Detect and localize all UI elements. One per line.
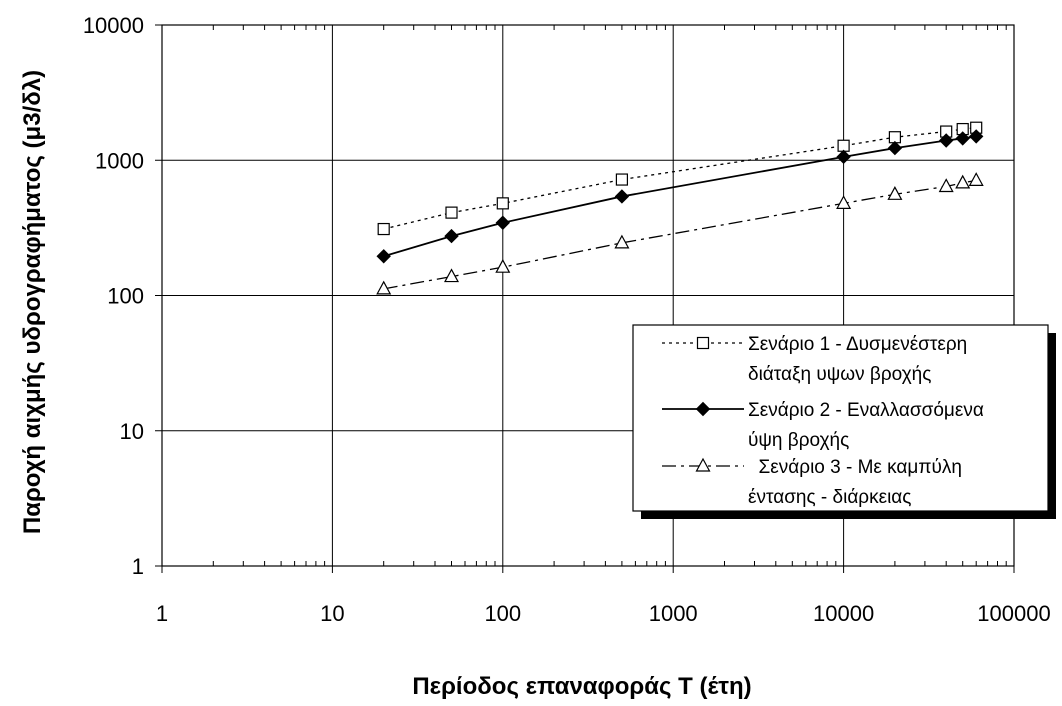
y-axis-title: Παροχή αιχμής υδρογραφήματος (μ3/δλ) [19,70,46,534]
x-minor-ticks [155,24,1015,573]
series-3-point [968,172,984,186]
series-1-point [496,197,509,210]
series-3-point [376,280,392,295]
legend-label-series-3: Σενάριο 3 - Με καμπύλη [748,457,962,478]
legend-label-series-2: Σενάριο 2 - Εναλλασσόμενα [748,400,984,421]
x-tick-label: 100000 [977,601,1050,626]
x-tick-label: 1 [156,601,168,626]
y-tick-label: 10 [120,419,144,444]
series-2-point [836,149,851,165]
legend-box [632,324,1049,512]
series-1 [377,121,983,236]
data-series [376,121,984,295]
legend-label-series-1: διάταξη υψων βροχής [748,364,931,385]
series-2-point [444,228,459,244]
y-axis-tick-labels: 1 10 100 1000 10000 [83,13,144,579]
series-1-point [615,173,629,186]
y-tick-label: 10000 [83,13,144,38]
series-3-point [443,268,460,283]
series-1-point [377,222,390,236]
series-2-point [968,129,984,144]
x-tick-label: 100 [484,601,521,626]
series-3-point [836,195,852,209]
series-2-point [376,249,391,264]
series-1-point [696,336,710,350]
y-tick-label: 1 [132,554,144,579]
legend-label-series-3: έντασης - διάρκειας [748,487,911,508]
series-2 [376,129,984,264]
x-tick-label: 1000 [649,601,698,626]
legend-label-series-1: Σενάριο 1 - Δυσμενέστερη [748,334,967,355]
series-3-point [955,174,971,189]
x-axis-tick-labels: 1 10 100 1000 10000 100000 [156,601,1051,626]
legend-label-series-2: ύψη βροχής [748,430,849,451]
series-1-point [445,206,458,219]
series-3-point [695,457,711,472]
series-2-point [938,133,954,148]
series-2-point [695,401,711,417]
x-tick-label: 10 [320,601,344,626]
y-tick-label: 1000 [95,148,144,173]
series-2-point [614,189,630,204]
x-tick-label: 10000 [813,601,874,626]
series-3-point [887,186,903,200]
series-1-point [837,139,850,152]
series-3-point [614,234,630,249]
series-3-point [938,178,954,193]
series-3 [376,172,984,295]
series-2-point [955,131,970,146]
legend: Σενάριο 1 - Δυσμενέστερη διάταξη υψων βρο… [632,324,1056,519]
y-tick-label: 100 [107,284,144,309]
x-axis-title: Περίοδος επαναφοράς Τ (έτη) [412,673,751,700]
series-2-point [495,215,511,230]
series-3-point [495,258,511,273]
series-2-point [887,140,903,156]
